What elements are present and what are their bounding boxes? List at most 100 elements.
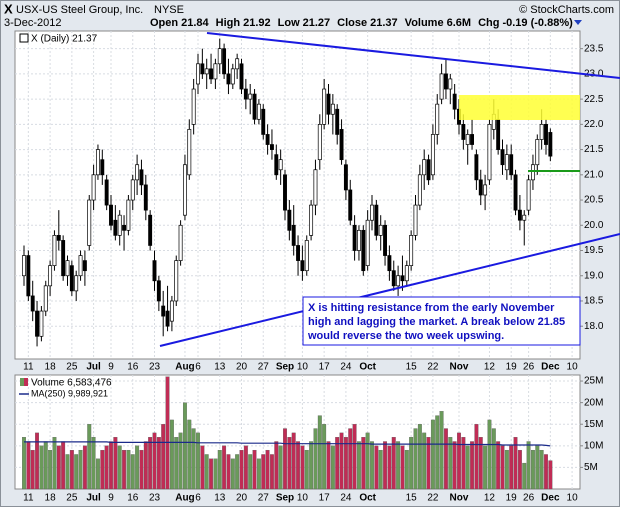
volume-bar (222, 445, 227, 490)
volume-bar (182, 402, 187, 490)
volume-bar (230, 458, 235, 490)
x-tick-label: 10 (567, 493, 579, 504)
stat-label: Low (278, 17, 300, 29)
candle-body (383, 224, 388, 256)
y-tick-label: 21.5 (584, 144, 604, 155)
x-tick-label: 23 (149, 362, 161, 373)
volume-legend-icon (20, 378, 24, 386)
upper-trendline (206, 32, 620, 79)
volume-bar (65, 454, 70, 490)
volume-bar (213, 458, 218, 490)
candle-body (357, 229, 361, 251)
candle-body (409, 235, 414, 266)
stat-label: Volume (405, 17, 444, 29)
candle-body (256, 103, 261, 120)
x-tick-label: 18 (45, 493, 57, 504)
note-line: X is hitting resistance from the early N… (308, 302, 555, 314)
x-tick-label: 10 (297, 493, 309, 504)
candle-body (548, 132, 553, 157)
volume-bar (461, 437, 466, 490)
candle-body (126, 199, 131, 231)
volume-bar (204, 454, 209, 490)
x-tick-label: Aug (175, 362, 194, 373)
volume-bar (243, 445, 248, 490)
x-tick-label: 10 (297, 362, 309, 373)
volume-bar (509, 445, 514, 490)
candle-body (161, 305, 166, 317)
stat-value: 21.92 (243, 17, 271, 29)
candle-body (470, 134, 475, 145)
volume-bar (196, 432, 200, 490)
x-tick-label: Dec (541, 362, 560, 373)
candle-body (43, 285, 48, 312)
x-tick-label: 17 (319, 493, 331, 504)
volume-bar (409, 437, 414, 490)
candle-body (117, 214, 122, 236)
volume-bar (143, 441, 148, 490)
volume-bar (504, 449, 509, 490)
volume-bar (69, 449, 74, 490)
volume-bar (78, 449, 83, 490)
candle-body (226, 73, 231, 85)
candle-body (478, 179, 483, 196)
volume-tick-label: 10M (584, 440, 603, 451)
x-tick-label: 25 (66, 362, 78, 373)
x-tick-label: 11 (23, 493, 34, 504)
price-legend-icon (19, 33, 29, 43)
volume-bar (256, 458, 261, 490)
volume-bar (291, 432, 296, 490)
stat-label: Open (150, 17, 178, 29)
volume-bar (548, 460, 553, 490)
candle-body (343, 164, 348, 191)
volume-bar (156, 437, 161, 490)
volume-bar (161, 424, 166, 490)
stat-value: 21.84 (181, 17, 209, 29)
candle-body (261, 108, 266, 135)
menu-arrow[interactable] (574, 20, 582, 25)
volume-bar (539, 449, 544, 490)
volume-bar (383, 441, 387, 490)
stats: Open 21.84 High 21.92 Low 21.27 Close 21.37 Volu… (150, 17, 573, 29)
x-tick-label: 9 (108, 493, 114, 504)
x-tick-label: 18 (45, 362, 57, 373)
candle-body (513, 174, 518, 211)
candle-body (196, 63, 200, 85)
x-tick-label: 12 (484, 493, 496, 504)
candle-body (235, 58, 240, 70)
candle-body (26, 255, 31, 297)
candle-body (504, 154, 509, 171)
candle-body (200, 63, 205, 75)
volume-legend: Volume 6,583,476 (31, 378, 112, 389)
volume-bar (413, 428, 418, 490)
candle-body (391, 270, 396, 287)
volume-bar (335, 437, 340, 490)
x-tick-label: 25 (66, 493, 78, 504)
candle-body (22, 255, 26, 277)
candle-body (95, 149, 100, 176)
candle-body (509, 154, 514, 176)
candle-body (52, 235, 57, 266)
volume-bar (317, 415, 322, 490)
volume-bar (152, 432, 157, 490)
candle-body (165, 310, 170, 327)
volume-bar (165, 376, 170, 490)
marks: 18.0 18.5 19.0 19.5 20.0 20.5 21.0 21.5 22.0 22.5… (15, 31, 604, 504)
candle-body (156, 280, 161, 302)
note-line: would reverse the two week upswing. (307, 330, 504, 342)
volume-bar (326, 441, 331, 490)
y-tick-label: 21.0 (584, 169, 604, 180)
volume-bar (422, 432, 427, 490)
volume-bar (26, 441, 31, 490)
candle-body (135, 164, 140, 181)
volume-bar (117, 445, 122, 490)
volume-bar (448, 437, 453, 490)
candle-body (39, 310, 44, 337)
candle-body (313, 169, 318, 206)
candle-body (487, 124, 492, 181)
stat-label: Close (337, 17, 367, 29)
volume-bar (261, 454, 266, 490)
volume-legend-icon (24, 378, 28, 386)
candle-body (448, 78, 453, 90)
x-tick-label: 12 (484, 362, 496, 373)
